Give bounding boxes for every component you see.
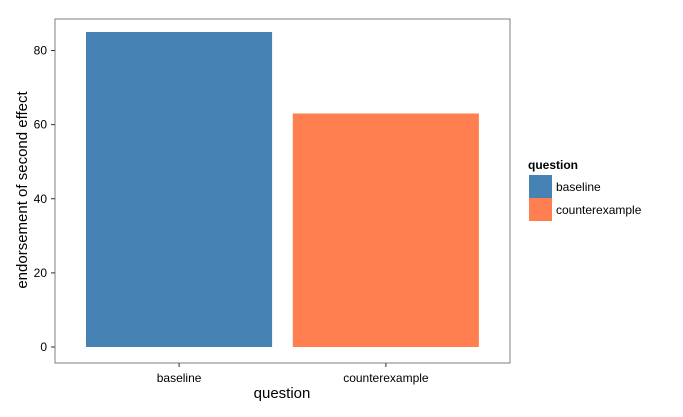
- y-tick-label-20: 20: [34, 266, 48, 280]
- bars: [86, 32, 479, 347]
- x-axis-title: question: [254, 385, 311, 402]
- bar-counterexample: [292, 113, 479, 347]
- legend-label-baseline: baseline: [556, 180, 601, 194]
- legend-label-counterexample: counterexample: [556, 203, 642, 217]
- y-axis: 0 20 40 60 80: [34, 44, 55, 354]
- y-tick-label-60: 60: [34, 118, 48, 132]
- y-tick-label-0: 0: [40, 340, 47, 354]
- x-tick-label-counterexample: counterexample: [343, 371, 429, 385]
- legend: question baseline counterexample: [528, 158, 642, 221]
- legend-title: question: [528, 158, 578, 172]
- legend-key-baseline: [529, 175, 552, 198]
- bar-baseline: [86, 32, 273, 347]
- x-tick-label-baseline: baseline: [157, 371, 202, 385]
- legend-key-counterexample: [529, 198, 552, 221]
- y-tick-label-80: 80: [34, 44, 48, 58]
- x-axis: baseline counterexample: [157, 363, 429, 385]
- plot-panel-border: [54, 18, 511, 364]
- y-tick-label-40: 40: [34, 192, 48, 206]
- y-axis-title: endorsement of second effect: [14, 90, 31, 288]
